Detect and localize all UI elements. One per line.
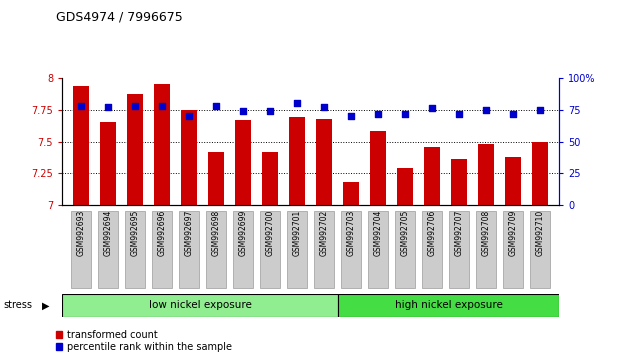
Bar <box>154 84 170 205</box>
FancyBboxPatch shape <box>530 211 550 287</box>
Text: GSM992699: GSM992699 <box>238 210 248 256</box>
FancyBboxPatch shape <box>422 211 442 287</box>
Text: GSM992696: GSM992696 <box>158 210 166 256</box>
Point <box>103 104 113 110</box>
Point <box>157 103 167 109</box>
FancyBboxPatch shape <box>314 211 333 287</box>
FancyBboxPatch shape <box>260 211 279 287</box>
Bar <box>208 152 224 205</box>
Point <box>184 113 194 119</box>
Bar <box>289 118 305 205</box>
Bar <box>127 95 143 205</box>
Point <box>319 104 329 110</box>
Bar <box>100 122 116 205</box>
FancyBboxPatch shape <box>152 211 172 287</box>
Bar <box>262 152 278 205</box>
FancyBboxPatch shape <box>338 294 559 317</box>
FancyBboxPatch shape <box>368 211 388 287</box>
Bar <box>505 157 521 205</box>
FancyBboxPatch shape <box>396 211 415 287</box>
Point <box>238 108 248 114</box>
Text: GSM992698: GSM992698 <box>212 210 220 256</box>
Text: GSM992695: GSM992695 <box>130 210 140 256</box>
Text: ▶: ▶ <box>42 300 50 310</box>
FancyBboxPatch shape <box>71 211 91 287</box>
Text: GSM992705: GSM992705 <box>401 210 409 256</box>
FancyBboxPatch shape <box>503 211 523 287</box>
Point <box>373 111 383 116</box>
Text: GSM992694: GSM992694 <box>104 210 112 256</box>
FancyBboxPatch shape <box>179 211 199 287</box>
Point <box>508 111 518 116</box>
Bar <box>181 110 197 205</box>
Point <box>346 113 356 119</box>
FancyBboxPatch shape <box>125 211 145 287</box>
Point <box>265 108 275 114</box>
FancyBboxPatch shape <box>288 211 307 287</box>
Point <box>211 103 221 109</box>
Point <box>76 103 86 109</box>
Text: GSM992700: GSM992700 <box>266 210 274 256</box>
Text: GSM992708: GSM992708 <box>481 210 491 256</box>
Point <box>427 105 437 111</box>
FancyBboxPatch shape <box>62 294 338 317</box>
Text: GSM992706: GSM992706 <box>427 210 437 256</box>
FancyBboxPatch shape <box>476 211 496 287</box>
FancyBboxPatch shape <box>342 211 361 287</box>
Point <box>535 107 545 113</box>
Bar <box>316 119 332 205</box>
Bar <box>235 120 251 205</box>
Point <box>292 101 302 106</box>
Text: GSM992701: GSM992701 <box>292 210 302 256</box>
Text: high nickel exposure: high nickel exposure <box>394 300 502 310</box>
Bar <box>73 86 89 205</box>
Point <box>400 111 410 116</box>
Text: GDS4974 / 7996675: GDS4974 / 7996675 <box>56 11 183 24</box>
Text: GSM992707: GSM992707 <box>455 210 463 256</box>
FancyBboxPatch shape <box>233 211 253 287</box>
Text: GSM992704: GSM992704 <box>373 210 383 256</box>
Text: GSM992703: GSM992703 <box>347 210 355 256</box>
Text: GSM992710: GSM992710 <box>535 210 545 256</box>
Text: GSM992709: GSM992709 <box>509 210 517 256</box>
FancyBboxPatch shape <box>206 211 225 287</box>
FancyBboxPatch shape <box>98 211 118 287</box>
Point <box>130 103 140 109</box>
Point <box>454 111 464 116</box>
Text: GSM992697: GSM992697 <box>184 210 194 256</box>
Bar <box>532 142 548 205</box>
FancyBboxPatch shape <box>449 211 469 287</box>
Bar <box>478 144 494 205</box>
Bar <box>397 169 413 205</box>
Point <box>481 107 491 113</box>
Text: GSM992702: GSM992702 <box>319 210 329 256</box>
Text: GSM992693: GSM992693 <box>76 210 86 256</box>
Bar <box>451 159 467 205</box>
Legend: transformed count, percentile rank within the sample: transformed count, percentile rank withi… <box>55 329 233 353</box>
Bar <box>343 182 359 205</box>
Text: low nickel exposure: low nickel exposure <box>148 300 252 310</box>
Bar <box>424 147 440 205</box>
Text: stress: stress <box>3 300 32 310</box>
Bar <box>370 131 386 205</box>
